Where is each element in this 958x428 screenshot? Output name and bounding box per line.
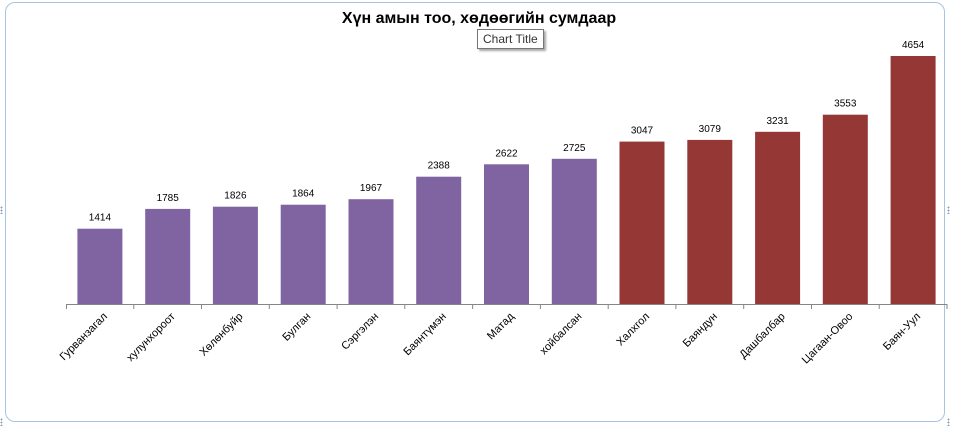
data-label: 1826	[224, 191, 247, 202]
bar[interactable]	[145, 208, 191, 304]
bar[interactable]	[822, 114, 868, 304]
x-tick-label: Хөлөнбуйр	[198, 311, 246, 359]
data-label: 1785	[157, 193, 180, 204]
data-label: 2388	[428, 161, 451, 172]
data-label: 2725	[563, 143, 586, 154]
x-tick-label: Баян-Уул	[881, 311, 923, 353]
resize-handle-bottom-left[interactable]	[0, 418, 3, 426]
bar[interactable]	[551, 158, 597, 304]
x-tick-label: Булган	[280, 311, 313, 344]
data-label: 3079	[699, 124, 722, 135]
bar[interactable]	[890, 56, 936, 304]
data-label: 1967	[360, 183, 383, 194]
bar[interactable]	[416, 176, 462, 304]
data-label: 3553	[834, 99, 857, 110]
resize-handle-bottom-right[interactable]	[947, 418, 950, 426]
x-tick-label: хулунхороот	[125, 311, 178, 364]
bar[interactable]	[212, 206, 258, 304]
data-label: 3047	[631, 126, 654, 137]
x-tick-label: Гурванзагал	[58, 311, 110, 363]
bar[interactable]	[348, 199, 394, 304]
bar[interactable]	[755, 131, 801, 304]
chart-title-tooltip: Chart Title	[477, 29, 544, 49]
resize-handle-left[interactable]	[0, 206, 3, 214]
chart-title[interactable]: Хүн амын тоо, хөдөөгийн сумдаар	[341, 10, 617, 27]
x-tick-label: Цагаан-Овоо	[800, 311, 856, 367]
data-label: 3231	[766, 116, 789, 127]
x-tick-label: Сэргэлэн	[339, 311, 381, 353]
data-label: 1864	[292, 189, 315, 200]
resize-handle-right[interactable]	[947, 206, 950, 214]
x-tick-label: Баяндун	[681, 311, 720, 350]
bar[interactable]	[77, 228, 123, 304]
data-label: 2622	[495, 148, 518, 159]
data-label: 4654	[902, 40, 925, 51]
bar[interactable]	[280, 204, 326, 304]
x-tick-label: хойбалсан	[538, 311, 585, 358]
bar[interactable]	[484, 164, 529, 304]
x-tick-label: Дашбалбар	[737, 311, 787, 361]
x-tick-label: Баянтүмэн	[401, 311, 448, 358]
x-tick-label: Халхгол	[614, 311, 652, 349]
bar[interactable]	[687, 139, 733, 304]
bar[interactable]	[619, 141, 665, 304]
x-tick-label: Матад	[485, 310, 517, 342]
data-label: 1414	[89, 213, 112, 224]
